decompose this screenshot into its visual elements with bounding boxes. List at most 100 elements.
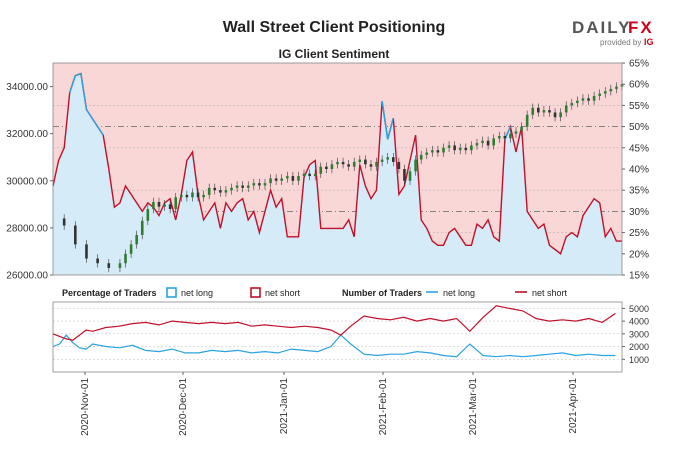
- candle-body: [96, 258, 99, 264]
- logo-brand: DAILY: [572, 18, 631, 37]
- legend-pct-long: net long: [181, 288, 213, 298]
- candle-body: [431, 150, 434, 153]
- logo-provided-by: provided by: [600, 38, 641, 47]
- candle-body: [258, 183, 261, 186]
- candle-body: [436, 150, 440, 153]
- price-tick-label: 26000.00: [6, 271, 48, 282]
- price-tick-label: 28000.00: [6, 223, 48, 234]
- chart-title: Wall Street Client Positioning: [223, 19, 446, 36]
- candle-body: [263, 183, 267, 186]
- net-long-segment: [97, 126, 104, 136]
- candle-body: [352, 161, 356, 167]
- candle-body: [235, 185, 239, 188]
- candle-body: [202, 194, 205, 198]
- candle-body: [386, 157, 390, 160]
- candle-body: [497, 136, 501, 139]
- legend-pct-title: Percentage of Traders: [62, 288, 157, 298]
- candle-body: [414, 159, 417, 172]
- candle-body: [269, 178, 272, 184]
- net-long-segment: [387, 117, 394, 140]
- candle-body: [481, 140, 484, 144]
- candle-body: [85, 244, 88, 259]
- candle-body: [157, 201, 161, 207]
- x-axis-labels: 2020-Nov-01 2020-Dec-01 2021-Jan-01 2021-Fe…: [80, 372, 579, 436]
- candle-body: [542, 110, 546, 113]
- candle-body: [140, 220, 144, 235]
- candle-body: [308, 173, 311, 177]
- candle-body: [609, 88, 613, 92]
- candle-body: [553, 112, 557, 118]
- dailyfx-logo: DAILY FX provided by IG: [572, 18, 654, 47]
- candle-body: [525, 114, 529, 127]
- candle-body: [118, 263, 122, 268]
- candle-body: [319, 166, 323, 174]
- candle-body: [464, 147, 468, 151]
- candle-body: [564, 105, 568, 113]
- price-candles: [62, 79, 624, 273]
- candle-body: [74, 225, 77, 245]
- candle-body: [503, 136, 507, 139]
- candle-body: [302, 173, 306, 177]
- candle-body: [442, 147, 445, 153]
- x-tick-label: 2021-Feb-01: [378, 378, 389, 436]
- candle-body: [313, 173, 317, 177]
- legend-num-title: Number of Traders: [342, 288, 422, 298]
- candle-body: [587, 98, 590, 101]
- candle-body: [230, 187, 233, 191]
- candle-body: [615, 86, 618, 89]
- candle-body: [325, 166, 328, 169]
- candle-body: [559, 112, 562, 118]
- candle-body: [364, 159, 367, 165]
- candle-body: [375, 161, 378, 167]
- candle-body: [520, 126, 523, 132]
- candle-body: [397, 161, 401, 169]
- legend-pct-short-swatch: [250, 287, 261, 298]
- candle-body: [135, 234, 138, 245]
- candle-body: [297, 176, 300, 181]
- candle-body: [537, 107, 540, 113]
- candle-body: [180, 194, 183, 198]
- candle-body: [168, 204, 172, 210]
- candle-body: [241, 185, 244, 188]
- traders-net-short-line: [52, 305, 616, 341]
- candle-body: [291, 176, 295, 181]
- price-tick-label: 34000.00: [6, 82, 48, 93]
- candle-body: [369, 164, 373, 167]
- candle-body: [509, 133, 512, 139]
- candle-body: [380, 159, 384, 162]
- candle-body: [124, 253, 127, 264]
- legend-num-short: net short: [532, 288, 568, 298]
- candle-body: [492, 138, 495, 146]
- pct-tick-label: 65%: [629, 59, 649, 70]
- traders-tick-label: 5000: [629, 304, 649, 314]
- candle-body: [347, 164, 350, 167]
- candle-body: [252, 183, 256, 186]
- candle-body: [458, 147, 462, 151]
- logo-brand-suffix: FX: [628, 18, 654, 37]
- candle-body: [576, 100, 579, 104]
- legend: Percentage of Traders net long net short…: [62, 287, 568, 298]
- x-tick-label: 2021-Apr-01: [568, 378, 579, 434]
- pct-tick-label: 45%: [629, 143, 649, 154]
- candle-body: [581, 98, 585, 101]
- pct-tick-label: 35%: [629, 186, 649, 197]
- candle-body: [447, 145, 451, 148]
- main-axes: 26000.00 28000.00 30000.00 32000.00 34000.00…: [6, 59, 649, 282]
- net-short-line: [52, 72, 622, 255]
- price-tick-label: 32000.00: [6, 129, 48, 140]
- pct-tick-label: 40%: [629, 165, 649, 176]
- net-long-segment: [69, 75, 76, 93]
- net-long-segment: [80, 73, 88, 110]
- candle-body: [419, 154, 423, 160]
- net-long-segment: [85, 109, 93, 119]
- net-long-segment: [75, 72, 82, 77]
- candle-body: [470, 145, 473, 151]
- candle-body: [475, 143, 479, 146]
- candle-body: [163, 204, 166, 207]
- net-long-segment: [91, 117, 99, 127]
- candle-body: [224, 190, 228, 193]
- candle-body: [191, 192, 194, 198]
- candle-body: [285, 176, 289, 179]
- net-long-segment: [381, 101, 389, 140]
